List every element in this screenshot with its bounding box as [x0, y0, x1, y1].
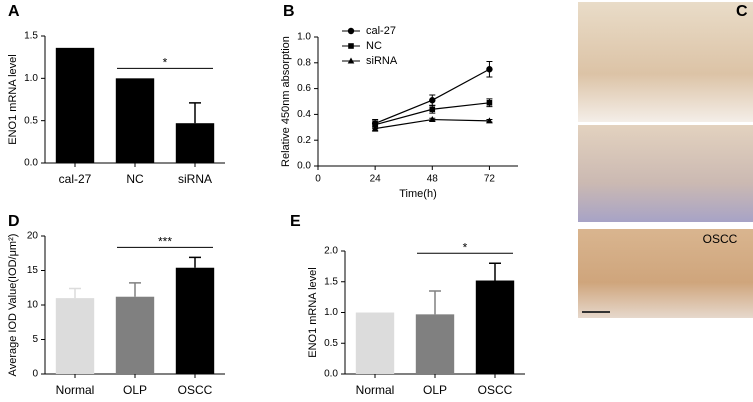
y-tick-label: 0.0 — [324, 369, 338, 380]
bar — [115, 296, 155, 374]
error-bar — [189, 102, 201, 124]
error-bar — [189, 256, 201, 268]
y-tick-label: 1.5 — [324, 276, 338, 287]
marker — [371, 125, 379, 132]
image-annotation: OSCC — [703, 232, 738, 246]
y-axis-label: ENO1 mRNA level — [307, 267, 319, 357]
histology-image — [578, 125, 753, 222]
x-tick-label: cal-27 — [59, 172, 92, 186]
error-bar — [69, 287, 81, 299]
panel-label: E — [290, 213, 301, 230]
y-tick-label: 1.0 — [24, 73, 38, 84]
x-tick-label: Normal — [56, 383, 95, 397]
bar — [175, 267, 215, 374]
y-tick-label: 0.0 — [297, 161, 311, 172]
legend-label: NC — [366, 40, 382, 52]
x-tick-label: NC — [126, 172, 144, 186]
bar — [55, 47, 95, 163]
marker — [486, 66, 493, 73]
x-axis-label: Time(h) — [399, 188, 436, 200]
bar — [475, 280, 515, 374]
panel-label: A — [8, 3, 20, 20]
y-tick-label: 0 — [32, 369, 38, 380]
histology-images — [578, 2, 753, 318]
y-tick-label: 0.5 — [24, 115, 38, 126]
marker — [347, 57, 355, 64]
significance-label: *** — [158, 235, 172, 249]
y-tick-label: 20 — [27, 231, 39, 242]
bar — [355, 312, 395, 374]
marker — [347, 27, 355, 35]
panel-label: B — [283, 3, 295, 20]
y-axis-label: Relative 450nm absorption — [280, 36, 292, 167]
x-tick-label: siRNA — [178, 172, 212, 186]
y-tick-label: 2.0 — [324, 246, 338, 257]
y-tick-label: 1.0 — [297, 32, 311, 43]
marker — [429, 106, 436, 113]
x-tick-label: 0 — [315, 174, 321, 185]
legend-label: siRNA — [366, 55, 398, 67]
y-tick-label: 1.0 — [324, 307, 338, 318]
x-tick-label: OSCC — [178, 383, 213, 397]
bar — [55, 298, 95, 374]
legend-label: cal-27 — [366, 25, 396, 37]
error-bar — [129, 282, 141, 297]
y-tick-label: 5 — [32, 334, 38, 345]
bar — [115, 78, 155, 163]
x-tick-label: Normal — [356, 383, 395, 397]
x-tick-label: OSCC — [478, 383, 513, 397]
y-tick-label: 1.5 — [24, 31, 38, 42]
marker — [372, 121, 378, 128]
panel-label: D — [8, 213, 20, 230]
histology-image — [578, 2, 753, 122]
y-tick-label: 0.4 — [297, 109, 311, 120]
y-axis-label: ENO1 mRNA level — [7, 54, 19, 144]
y-tick-label: 0.2 — [297, 135, 311, 146]
x-tick-label: OLP — [123, 383, 147, 397]
x-tick-label: 48 — [427, 174, 439, 185]
y-tick-label: 15 — [27, 265, 39, 276]
y-axis-label: Average IOD Value(IOD/μm²) — [7, 234, 19, 377]
marker — [486, 99, 493, 106]
bar — [175, 123, 215, 163]
significance-label: * — [463, 240, 468, 254]
error-bar — [429, 290, 441, 315]
y-tick-label: 0.8 — [297, 57, 311, 68]
y-tick-label: 0.0 — [24, 158, 38, 169]
marker — [428, 116, 436, 123]
y-tick-label: 0.6 — [297, 83, 311, 94]
significance-label: * — [163, 56, 168, 70]
x-tick-label: 72 — [484, 174, 496, 185]
marker — [348, 43, 354, 49]
y-tick-label: 10 — [27, 300, 39, 311]
marker — [429, 97, 436, 104]
y-tick-label: 0.5 — [324, 338, 338, 349]
error-bar — [489, 262, 501, 281]
bar — [415, 314, 455, 374]
x-tick-label: OLP — [423, 383, 447, 397]
histology-image — [578, 229, 753, 318]
x-tick-label: 24 — [370, 174, 382, 185]
marker — [486, 117, 493, 124]
panel-label: C — [736, 3, 748, 20]
